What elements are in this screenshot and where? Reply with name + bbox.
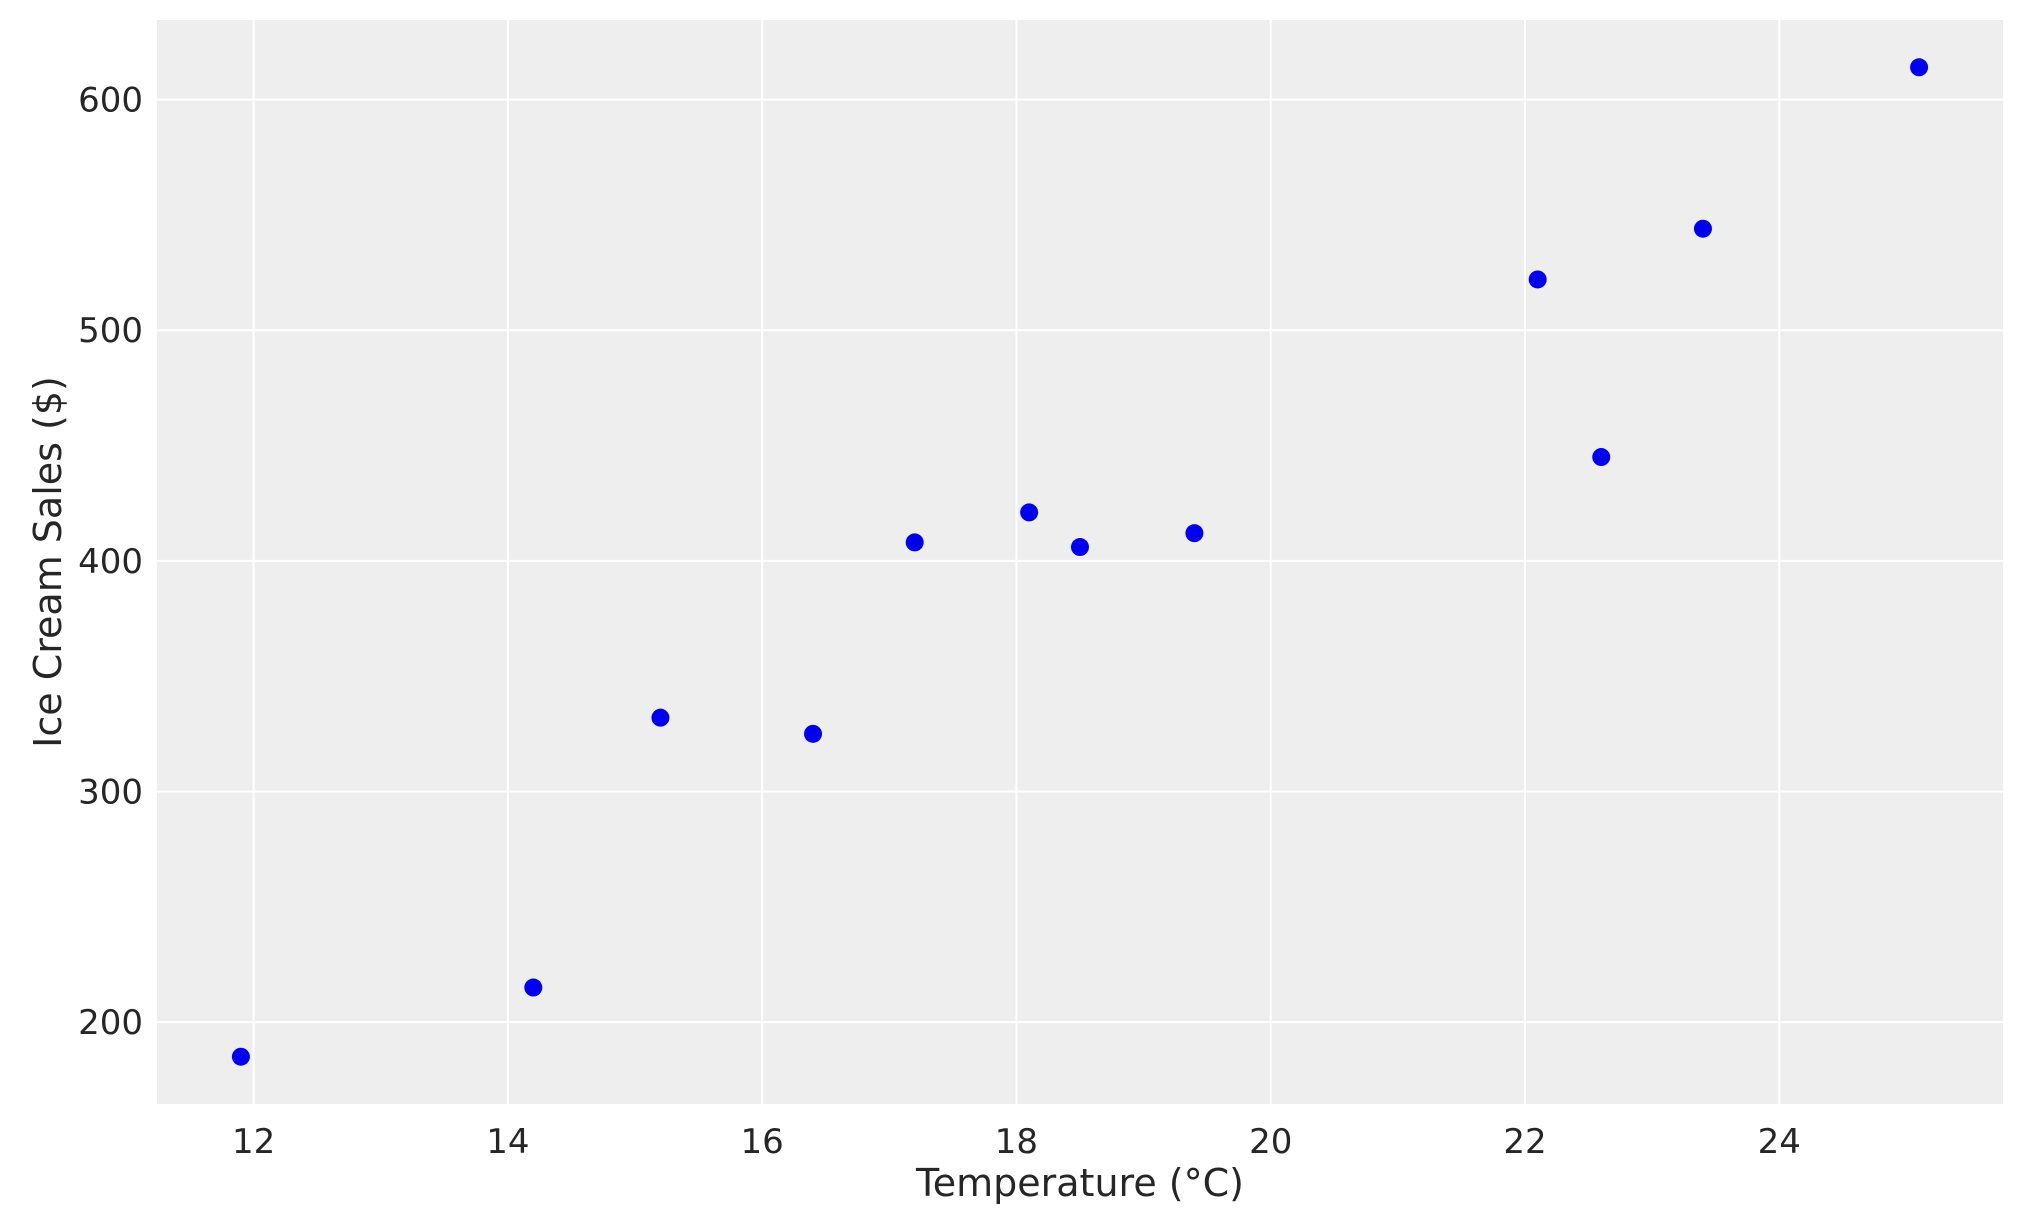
grid-lines xyxy=(157,20,2003,1104)
y-axis-ticks: 200 300 400 500 600 xyxy=(78,81,143,1044)
scatter-point xyxy=(1071,538,1089,557)
x-tick-label: 20 xyxy=(1249,1122,1292,1162)
scatter-point xyxy=(1528,270,1547,289)
scatter-point xyxy=(524,978,543,997)
x-axis-label: Temperature (°C) xyxy=(915,1161,1244,1205)
x-tick-label: 18 xyxy=(995,1122,1038,1162)
x-tick-label: 16 xyxy=(741,1122,784,1162)
y-tick-label: 600 xyxy=(78,81,143,121)
x-tick-label: 12 xyxy=(232,1122,275,1162)
scatter-point xyxy=(651,708,670,727)
data-points xyxy=(231,58,1929,1066)
y-tick-label: 300 xyxy=(78,772,143,812)
y-tick-label: 500 xyxy=(78,311,143,351)
scatter-point xyxy=(804,724,823,743)
x-tick-label: 24 xyxy=(1758,1122,1801,1162)
x-tick-label: 22 xyxy=(1503,1122,1546,1162)
x-tick-label: 14 xyxy=(486,1122,529,1162)
scatter-point xyxy=(1020,503,1039,522)
scatter-point xyxy=(1592,448,1611,467)
y-tick-label: 400 xyxy=(78,542,143,582)
y-axis-label: Ice Cream Sales ($) xyxy=(26,376,70,748)
scatter-point xyxy=(905,533,924,552)
y-tick-label: 200 xyxy=(78,1003,143,1043)
scatter-point xyxy=(231,1047,250,1066)
scatter-point xyxy=(1693,219,1712,238)
x-axis-ticks: 12 14 16 18 20 22 24 xyxy=(232,1122,1801,1162)
plot-area xyxy=(157,20,2003,1104)
scatter-point xyxy=(1910,58,1929,77)
scatter-point xyxy=(1185,524,1204,543)
